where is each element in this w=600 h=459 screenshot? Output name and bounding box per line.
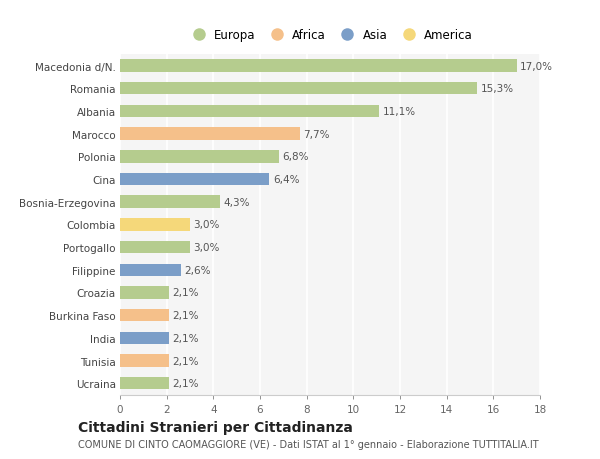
Text: 2,1%: 2,1% bbox=[173, 356, 199, 366]
Bar bbox=[120, 60, 517, 73]
Bar bbox=[120, 377, 169, 390]
Bar bbox=[120, 218, 190, 231]
Text: 3,0%: 3,0% bbox=[193, 220, 220, 230]
Text: 2,1%: 2,1% bbox=[173, 288, 199, 298]
Bar bbox=[120, 354, 169, 367]
Text: 4,3%: 4,3% bbox=[224, 197, 250, 207]
Bar bbox=[120, 151, 278, 163]
Text: Cittadini Stranieri per Cittadinanza: Cittadini Stranieri per Cittadinanza bbox=[78, 420, 353, 435]
Text: 2,6%: 2,6% bbox=[184, 265, 211, 275]
Bar bbox=[120, 128, 299, 140]
Text: COMUNE DI CINTO CAOMAGGIORE (VE) - Dati ISTAT al 1° gennaio - Elaborazione TUTTI: COMUNE DI CINTO CAOMAGGIORE (VE) - Dati … bbox=[78, 440, 539, 449]
Text: 11,1%: 11,1% bbox=[383, 106, 416, 117]
Bar bbox=[120, 196, 220, 208]
Text: 2,1%: 2,1% bbox=[173, 310, 199, 320]
Bar bbox=[120, 106, 379, 118]
Bar bbox=[120, 241, 190, 254]
Bar bbox=[120, 174, 269, 186]
Bar bbox=[120, 332, 169, 344]
Bar bbox=[120, 83, 477, 95]
Text: 6,4%: 6,4% bbox=[273, 174, 299, 185]
Text: 17,0%: 17,0% bbox=[520, 62, 553, 72]
Text: 15,3%: 15,3% bbox=[481, 84, 514, 94]
Text: 7,7%: 7,7% bbox=[303, 129, 329, 140]
Bar bbox=[120, 309, 169, 322]
Text: 2,1%: 2,1% bbox=[173, 378, 199, 388]
Legend: Europa, Africa, Asia, America: Europa, Africa, Asia, America bbox=[185, 27, 475, 45]
Text: 2,1%: 2,1% bbox=[173, 333, 199, 343]
Text: 6,8%: 6,8% bbox=[282, 152, 308, 162]
Bar bbox=[120, 264, 181, 276]
Bar bbox=[120, 286, 169, 299]
Text: 3,0%: 3,0% bbox=[193, 242, 220, 252]
